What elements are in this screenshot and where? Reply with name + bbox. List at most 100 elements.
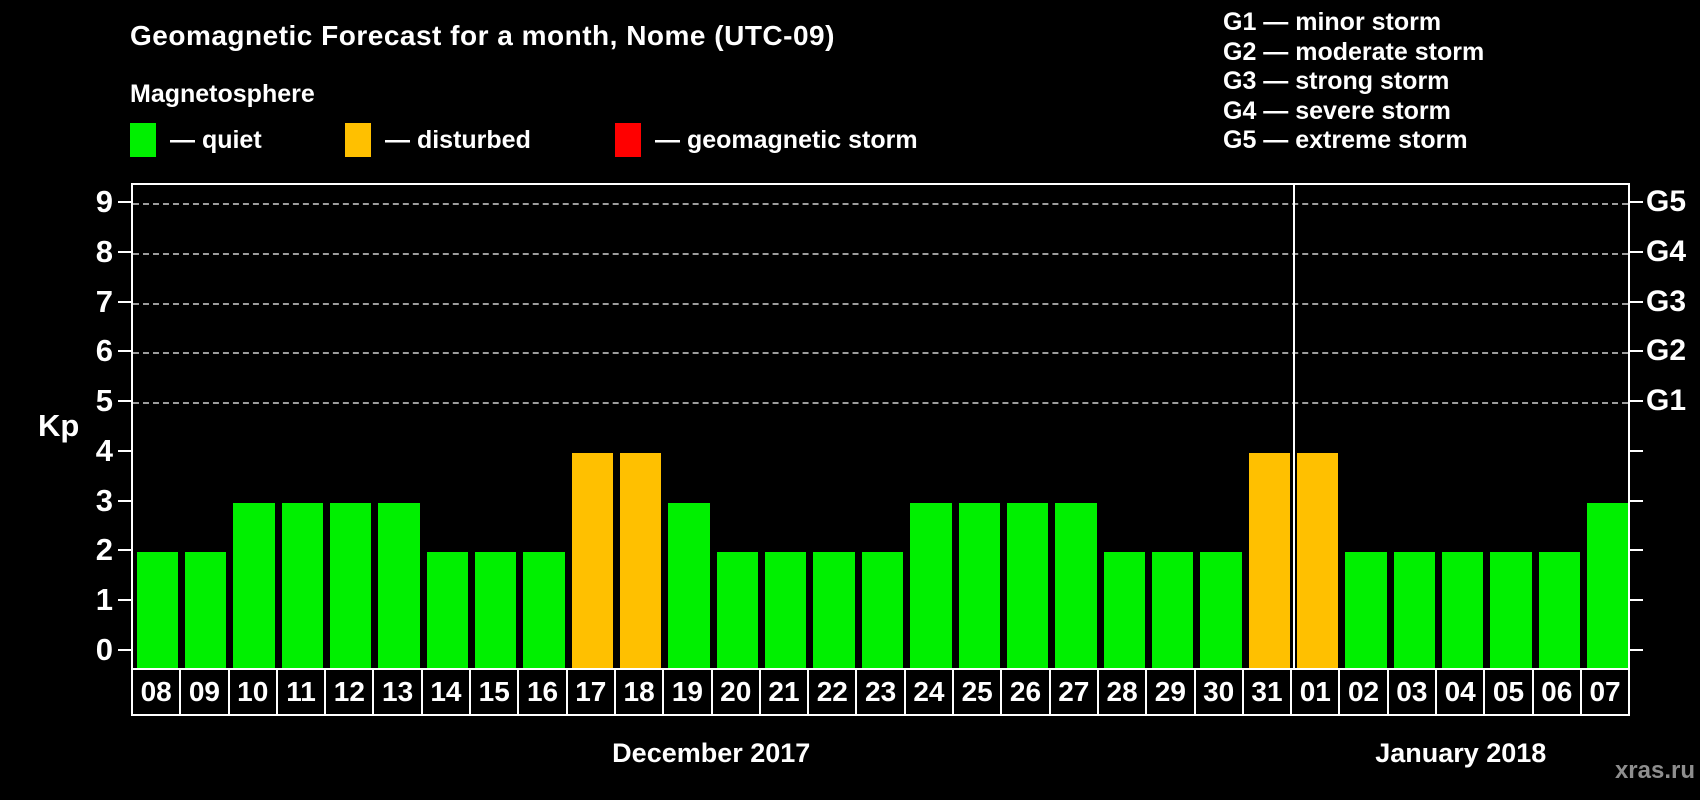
day-cell-27: 27	[1048, 668, 1099, 716]
left-axis-tick	[118, 350, 131, 353]
legend-item-label: — quiet	[170, 125, 262, 154]
right-axis-tick	[1630, 300, 1643, 303]
legend-item-label: — geomagnetic storm	[655, 125, 918, 154]
kp-bar-day-09	[184, 552, 227, 670]
kp-bar-day-26	[1006, 502, 1049, 670]
kp-bar-day-18	[620, 452, 662, 670]
right-axis-tick	[1630, 449, 1643, 452]
watermark: xras.ru	[1614, 757, 1695, 784]
g-level-label-g4: G4	[1646, 234, 1687, 268]
y-tick-label-7: 7	[95, 283, 113, 319]
kp-bar-day-21	[765, 552, 807, 670]
kp-bar-day-14	[426, 552, 468, 670]
y-tick-label-6: 6	[95, 333, 113, 369]
chart-title: Geomagnetic Forecast for a month, Nome (…	[130, 20, 835, 51]
left-axis-tick	[118, 200, 131, 203]
g-level-label-g2: G2	[1646, 334, 1687, 368]
g-scale-legend-line: G1 — minor storm	[1223, 8, 1442, 36]
kp-bar-day-19	[668, 502, 710, 670]
kp-bar-day-02	[1345, 552, 1387, 670]
g-level-label-g5: G5	[1646, 184, 1687, 218]
left-axis-tick	[118, 599, 131, 602]
day-cell-03: 03	[1386, 668, 1438, 716]
left-axis-tick	[118, 549, 131, 552]
day-cell-04: 04	[1435, 668, 1486, 716]
left-axis-tick	[118, 300, 131, 303]
geomagnetic-storm-color-swatch	[615, 123, 641, 157]
right-axis-tick	[1630, 250, 1643, 253]
kp-bar-day-17	[571, 452, 614, 670]
kp-bar-day-08	[136, 552, 178, 670]
right-axis-tick	[1630, 599, 1643, 602]
day-cell-20: 20	[710, 668, 761, 716]
gridline-kp-7	[133, 302, 1628, 305]
y-tick-label-8: 8	[95, 233, 113, 269]
kp-bar-day-20	[716, 552, 759, 670]
g-scale-legend-line: G4 — severe storm	[1223, 96, 1451, 125]
g-level-label-g1: G1	[1646, 384, 1687, 418]
day-cell-12: 12	[324, 668, 375, 716]
kp-bar-day-12	[329, 502, 372, 670]
kp-bar-day-30	[1200, 552, 1242, 670]
day-cell-13: 13	[372, 668, 423, 716]
kp-bar-day-24	[910, 502, 952, 670]
day-cell-16: 16	[517, 668, 568, 716]
left-axis-tick	[118, 649, 131, 652]
right-axis-tick	[1630, 499, 1643, 502]
kp-bar-day-04	[1442, 552, 1484, 670]
y-tick-label-5: 5	[95, 383, 113, 419]
day-cell-14: 14	[420, 668, 472, 716]
day-cell-11: 11	[275, 668, 327, 716]
disturbed-color-swatch	[345, 123, 371, 157]
right-axis-tick	[1630, 350, 1643, 353]
plot-area	[131, 183, 1630, 670]
kp-bar-day-23	[861, 552, 904, 670]
legend-item-disturbed: — disturbed	[345, 122, 531, 158]
g-scale-legend-line: G3 — strong storm	[1223, 67, 1450, 95]
day-cell-30: 30	[1193, 668, 1244, 716]
day-cell-31: 31	[1241, 668, 1293, 716]
y-tick-label-2: 2	[95, 532, 113, 568]
day-cell-05: 05	[1483, 668, 1534, 716]
magnetosphere-legend-heading: Magnetosphere	[130, 80, 315, 108]
right-axis-tick	[1630, 400, 1643, 403]
kp-bar-day-15	[474, 552, 517, 670]
kp-bar-day-11	[281, 502, 323, 670]
day-cell-18: 18	[613, 668, 665, 716]
gridline-kp-9	[133, 202, 1628, 205]
g-scale-legend-line: G5 — extreme storm	[1223, 126, 1468, 154]
y-tick-label-3: 3	[95, 482, 113, 518]
day-cell-06: 06	[1531, 668, 1582, 716]
day-cell-10: 10	[227, 668, 278, 716]
legend-item-quiet: — quiet	[130, 122, 262, 158]
day-cell-22: 22	[807, 668, 858, 716]
day-cell-19: 19	[662, 668, 713, 716]
g-scale-legend: G1 — minor storm G2 — moderate storm G3 …	[1223, 8, 1484, 156]
month-label-december: December 2017	[612, 738, 811, 768]
kp-bar-day-25	[958, 502, 1000, 670]
left-axis-tick	[118, 400, 131, 403]
kp-bar-day-29	[1151, 552, 1194, 670]
legend-item-label: — disturbed	[385, 125, 531, 154]
right-axis-tick	[1630, 549, 1643, 552]
month-label-january: January 2018	[1375, 738, 1547, 768]
kp-bar-day-28	[1103, 552, 1145, 670]
day-cell-24: 24	[903, 668, 955, 716]
y-axis-label: Kp	[38, 408, 80, 443]
day-cell-07: 07	[1579, 668, 1631, 716]
y-tick-label-1: 1	[95, 582, 113, 618]
legend-item-geomagnetic-storm: — geomagnetic storm	[615, 122, 918, 158]
day-axis-row: 08 09 10 11 12 13 14 15 16 17 18 19 20 21 22 23 24 25 26 27…	[131, 668, 1631, 716]
day-cell-02: 02	[1338, 668, 1389, 716]
right-axis-tick	[1630, 649, 1643, 652]
g-scale-legend-line: G2 — moderate storm	[1223, 37, 1485, 66]
kp-bar-day-22	[813, 552, 855, 670]
quiet-color-swatch	[130, 123, 156, 157]
kp-bar-day-13	[378, 502, 420, 670]
right-axis-tick	[1630, 200, 1643, 203]
month-separator-line	[1292, 185, 1295, 668]
day-cell-26: 26	[1000, 668, 1051, 716]
kp-bar-day-27	[1055, 502, 1097, 670]
gridline-kp-5	[133, 402, 1628, 405]
gridline-kp-8	[133, 252, 1628, 255]
